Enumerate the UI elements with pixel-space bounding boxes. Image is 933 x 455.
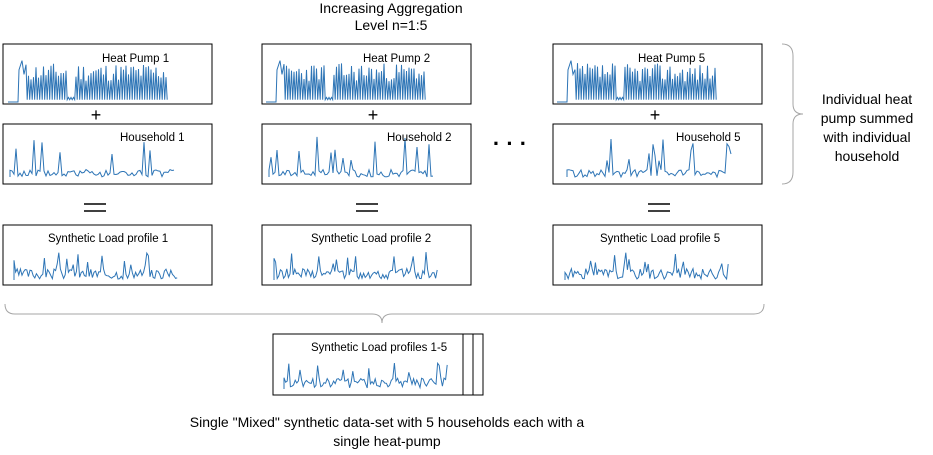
caption: Single "Mixed" synthetic data-set with 5… — [130, 413, 644, 451]
combined-signal — [283, 361, 448, 390]
household-box-5: Household 5 — [552, 123, 763, 185]
heat-pump-label-5: Heat Pump 5 — [638, 53, 705, 65]
synthetic-profile-label-5: Synthetic Load profile 5 — [600, 233, 720, 245]
synthetic-profile-box-1: Synthetic Load profile 1 — [2, 224, 213, 286]
heat-pump-box-5: Heat Pump 5 — [552, 43, 763, 105]
combined-profile-stack: Synthetic Load profiles 1-5 — [272, 333, 484, 396]
heat-pump-box-2: Heat Pump 2 — [261, 43, 472, 105]
summation-brace — [781, 43, 804, 185]
stack-front-box — [272, 333, 464, 396]
heat-pump-signal-2 — [266, 60, 426, 103]
title-line-1: Increasing Aggregation — [319, 0, 463, 16]
household-label-2: Household 2 — [387, 132, 452, 144]
plus-sign-1: + — [91, 105, 102, 125]
side-note-line-1: Individual heat — [821, 91, 913, 107]
side-note-line-4: household — [834, 148, 900, 164]
synthetic-signal-1 — [13, 251, 178, 281]
household-label-5: Household 5 — [676, 132, 741, 144]
household-box-1: Household 1 — [2, 123, 213, 185]
side-note: Individual heat pump summed with individ… — [806, 90, 928, 166]
side-note-line-2: pump summed — [820, 110, 914, 126]
heat-pump-label-1: Heat Pump 1 — [102, 53, 169, 65]
heat-pump-label-2: Heat Pump 2 — [363, 53, 430, 65]
diagram-title: Increasing Aggregation Level n=1:5 — [291, 0, 491, 34]
household-label-1: Household 1 — [120, 132, 185, 144]
synthetic-profile-box-5: Synthetic Load profile 5 — [552, 224, 763, 286]
heat-pump-signal-5 — [557, 60, 717, 103]
household-signal-2 — [268, 136, 434, 178]
synthetic-profile-box-2: Synthetic Load profile 2 — [261, 224, 472, 286]
heat-pump-box-1: Heat Pump 1 — [2, 43, 213, 105]
synthetic-profile-label-2: Synthetic Load profile 2 — [311, 233, 431, 245]
heat-pump-signal-1 — [8, 60, 168, 103]
aggregation-brace — [4, 303, 765, 324]
household-signal-1 — [9, 140, 175, 178]
equals-sign-1 — [84, 203, 106, 212]
plus-sign-2: + — [368, 105, 379, 125]
synthetic-signal-5 — [564, 252, 729, 281]
synthetic-profile-label-1: Synthetic Load profile 1 — [48, 233, 168, 245]
title-line-2: Level n=1:5 — [354, 17, 428, 33]
equals-sign-2 — [356, 203, 378, 212]
plus-sign-5: + — [650, 105, 661, 125]
equals-sign-5 — [648, 203, 670, 212]
synthetic-signal-2 — [273, 252, 438, 281]
ellipsis: · · · — [493, 131, 527, 156]
combined-profile-label: Synthetic Load profiles 1-5 — [311, 342, 447, 354]
household-signal-5 — [566, 138, 732, 179]
side-note-line-3: with individual — [823, 129, 911, 145]
household-box-2: Household 2 — [261, 123, 472, 185]
caption-line-1: Single "Mixed" synthetic data-set with 5… — [189, 414, 585, 430]
caption-line-2: single heat-pump — [333, 433, 441, 449]
